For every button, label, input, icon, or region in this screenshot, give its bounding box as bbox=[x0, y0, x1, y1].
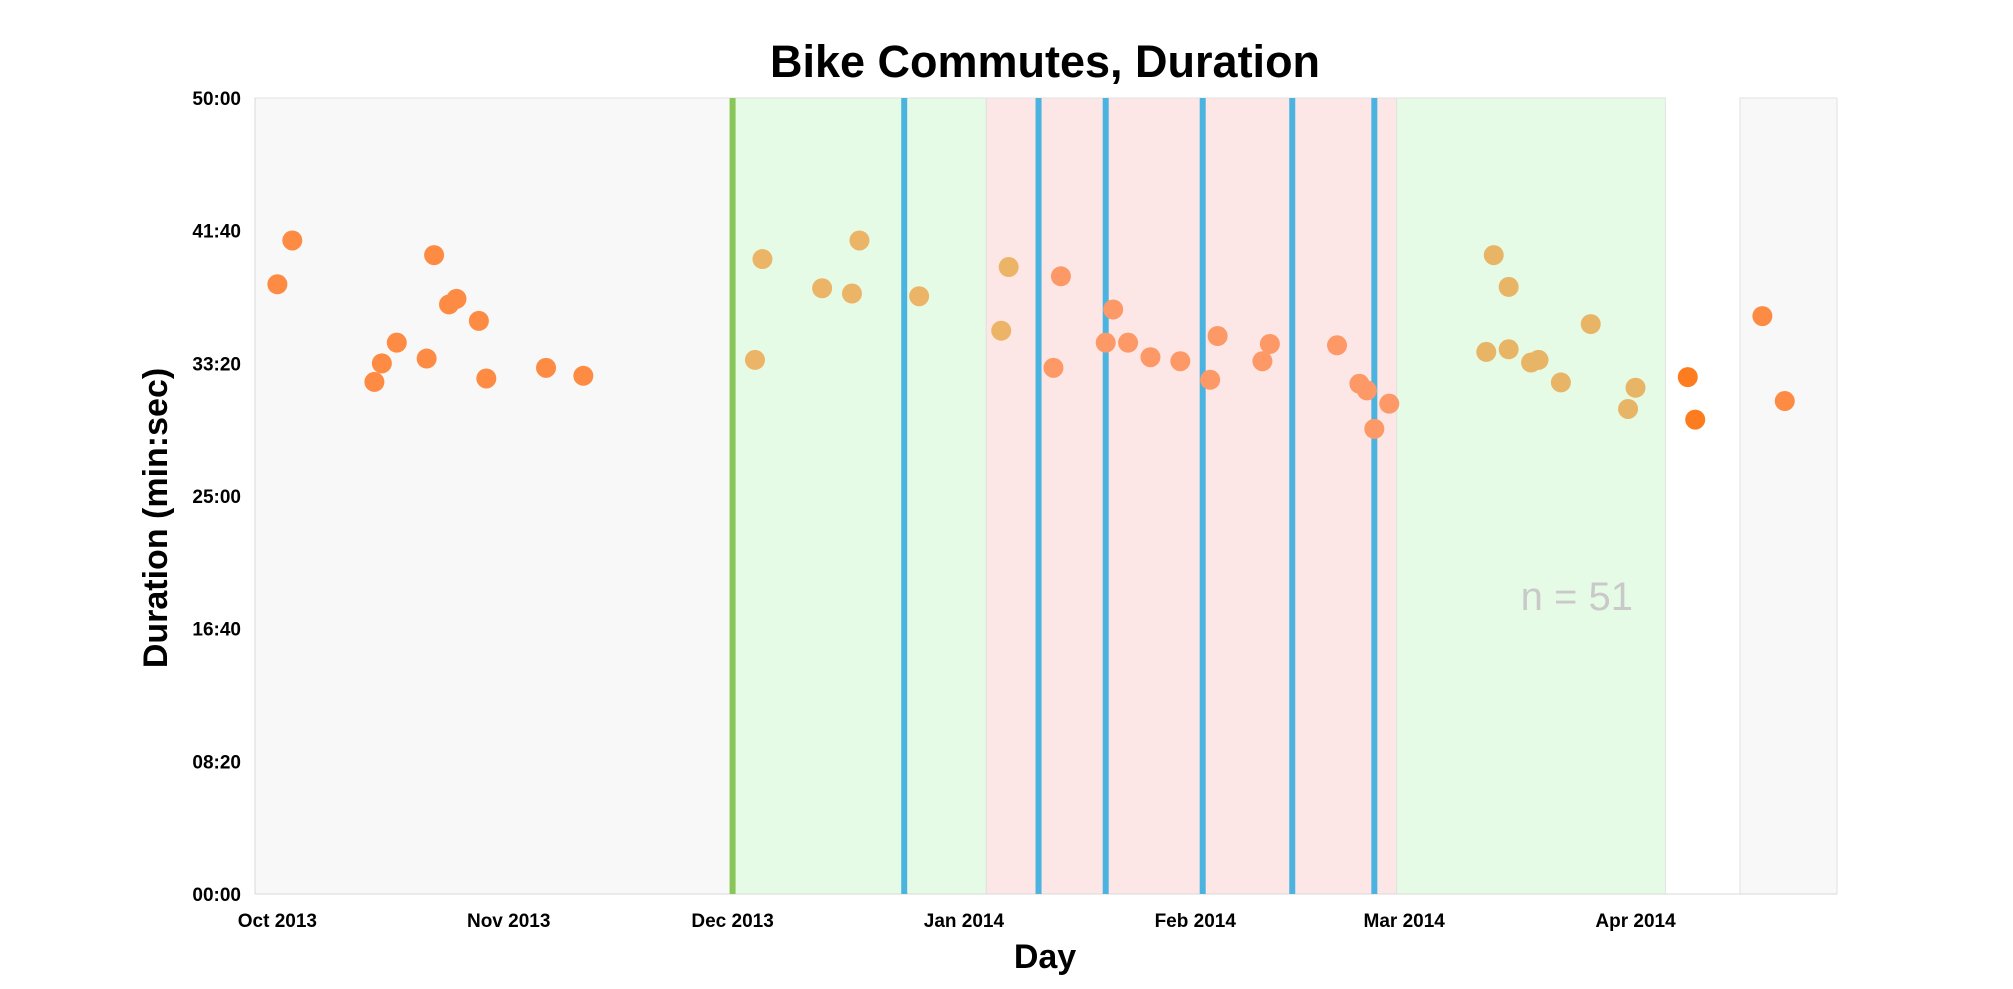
data-point bbox=[371, 353, 392, 374]
data-point bbox=[1327, 335, 1348, 356]
data-point bbox=[282, 230, 303, 251]
data-point bbox=[1625, 377, 1646, 398]
vertical-markers bbox=[729, 98, 1378, 894]
y-tick-label: 08:20 bbox=[192, 752, 241, 773]
data-point bbox=[841, 283, 862, 304]
data-point bbox=[1252, 351, 1273, 372]
data-point bbox=[468, 310, 489, 331]
background-region-4 bbox=[1739, 97, 1838, 895]
data-point bbox=[1476, 341, 1497, 362]
data-point bbox=[1774, 391, 1795, 412]
x-axis-title: Day bbox=[1014, 938, 1076, 976]
data-point bbox=[536, 357, 557, 378]
x-tick-label: Nov 2013 bbox=[467, 911, 550, 932]
x-tick-label: Feb 2014 bbox=[1155, 911, 1237, 932]
data-point bbox=[267, 274, 288, 295]
x-tick-label: Mar 2014 bbox=[1364, 911, 1446, 932]
x-tick-label: Oct 2013 bbox=[238, 911, 317, 932]
y-tick-label: 16:40 bbox=[192, 620, 241, 641]
data-point bbox=[1752, 306, 1773, 327]
x-tick-label: Apr 2014 bbox=[1595, 911, 1676, 932]
data-point bbox=[1618, 398, 1639, 419]
x-tick-label: Dec 2013 bbox=[691, 911, 773, 932]
data-point bbox=[1259, 333, 1280, 354]
data-point bbox=[1140, 347, 1161, 368]
data-point bbox=[476, 368, 497, 389]
data-point bbox=[1200, 369, 1221, 390]
data-point bbox=[1170, 351, 1191, 372]
y-tick-label: 33:20 bbox=[192, 354, 241, 375]
data-point bbox=[1356, 380, 1377, 401]
data-point bbox=[744, 349, 765, 370]
data-point bbox=[1207, 326, 1228, 347]
data-point bbox=[849, 230, 870, 251]
data-point bbox=[1095, 332, 1116, 353]
data-point bbox=[1677, 367, 1698, 388]
data-point bbox=[446, 288, 467, 309]
x-tick-labels: Oct 2013 Nov 2013 Dec 2013 Jan 2014 Feb 2014… bbox=[238, 911, 1676, 932]
data-point bbox=[752, 249, 773, 270]
y-tick-label: 25:00 bbox=[192, 487, 241, 508]
data-point bbox=[416, 348, 437, 369]
data-points bbox=[267, 230, 1795, 439]
data-point bbox=[1498, 339, 1519, 360]
data-point bbox=[386, 332, 407, 353]
data-point bbox=[1118, 332, 1139, 353]
y-tick-label: 41:40 bbox=[192, 222, 241, 243]
data-point bbox=[1550, 372, 1571, 393]
y-tick-labels: 00:00 08:20 16:40 25:00 33:20 41:40 50:00 bbox=[192, 89, 241, 906]
data-point bbox=[1379, 393, 1400, 414]
data-point bbox=[998, 257, 1019, 278]
y-axis-title: Duration (min:sec) bbox=[137, 368, 175, 668]
background-regions bbox=[254, 97, 1838, 895]
sample-size-annotation: n = 51 bbox=[1521, 575, 1633, 619]
data-point bbox=[1050, 266, 1071, 287]
data-point bbox=[1043, 357, 1064, 378]
data-point bbox=[991, 320, 1012, 341]
y-tick-label: 00:00 bbox=[192, 885, 241, 906]
data-point bbox=[1528, 349, 1549, 370]
background-region-3 bbox=[1396, 97, 1666, 895]
x-tick-label: Jan 2014 bbox=[924, 911, 1005, 932]
data-point bbox=[909, 286, 930, 307]
data-point bbox=[1483, 245, 1504, 266]
background-region-0 bbox=[254, 97, 734, 895]
background-region-1 bbox=[732, 97, 987, 895]
data-point bbox=[424, 245, 445, 266]
data-point bbox=[1364, 418, 1385, 439]
data-point bbox=[364, 371, 385, 392]
data-point bbox=[812, 278, 833, 299]
data-point bbox=[1580, 314, 1601, 335]
data-point bbox=[573, 365, 594, 386]
y-tick-label: 50:00 bbox=[192, 89, 241, 110]
data-point bbox=[1498, 276, 1519, 297]
background-region-2 bbox=[985, 97, 1398, 895]
data-point bbox=[1103, 299, 1124, 320]
chart-title: Bike Commutes, Duration bbox=[770, 36, 1320, 87]
data-point bbox=[1685, 409, 1706, 430]
